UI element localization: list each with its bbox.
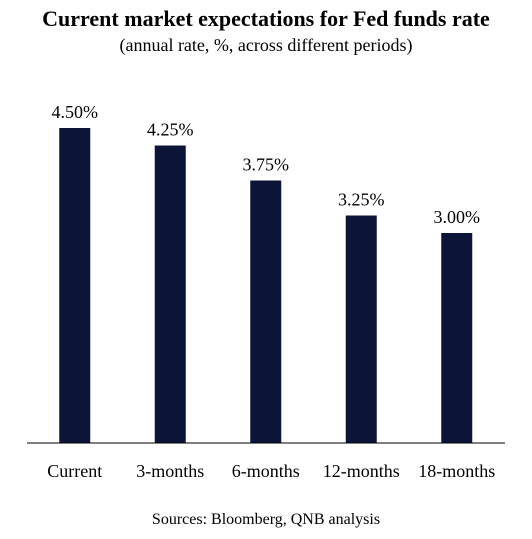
data-label-18-months: 3.00%	[434, 207, 481, 227]
category-label-3-months: 3-months	[136, 461, 204, 481]
chart-subtitle: (annual rate, %, across different period…	[119, 35, 413, 55]
category-label-6-months: 6-months	[232, 461, 300, 481]
category-label-group: Current 3-months 6-months 12-months 18-month…	[47, 461, 495, 481]
category-label-18-months: 18-months	[418, 461, 495, 481]
data-label-current: 4.50%	[52, 102, 99, 122]
bar-6-months	[250, 180, 282, 443]
category-label-current: Current	[47, 461, 102, 481]
bar-group	[59, 128, 473, 443]
data-label-12-months: 3.25%	[338, 190, 385, 210]
data-label-6-months: 3.75%	[243, 155, 290, 175]
category-label-12-months: 12-months	[323, 461, 400, 481]
data-label-group: 4.50% 4.25% 3.75% 3.25% 3.00%	[52, 102, 481, 227]
bar-3-months	[154, 145, 186, 443]
bar-12-months	[345, 215, 377, 443]
bar-current	[59, 128, 91, 443]
chart-title: Current market expectations for Fed fund…	[42, 6, 490, 31]
source-note: Sources: Bloomberg, QNB analysis	[151, 511, 381, 528]
bar-18-months	[441, 233, 473, 443]
data-label-3-months: 4.25%	[147, 120, 194, 140]
